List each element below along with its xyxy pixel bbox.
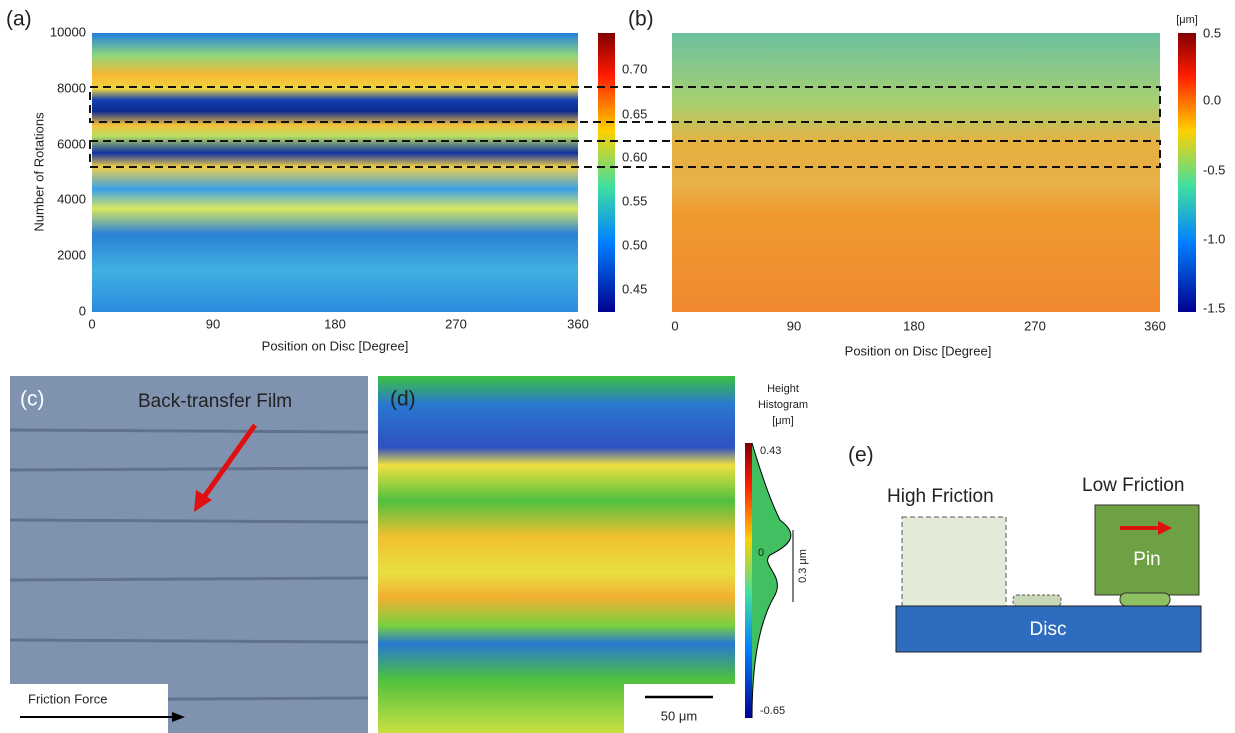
heatmap [92, 33, 578, 312]
colorbar [745, 443, 752, 718]
tick: 6000 [57, 136, 86, 151]
tick: 0.5 [1203, 25, 1221, 40]
panel-label: (b) [628, 8, 654, 31]
label: Disc [1030, 619, 1067, 640]
film-ghost [1012, 594, 1062, 607]
label: Low Friction [1082, 475, 1184, 496]
tick: 0.50 [622, 237, 647, 252]
tick: 0 [79, 303, 86, 318]
tick: -0.5 [1203, 162, 1225, 177]
tick: 90 [206, 316, 220, 331]
tick: 2000 [57, 247, 86, 262]
tick: 0.60 [622, 149, 647, 164]
tick: 360 [567, 316, 589, 331]
tick: -1.5 [1203, 300, 1225, 315]
axis-label: Position on Disc [Degree] [845, 343, 992, 358]
panel-label: (d) [390, 388, 416, 411]
tick: 0.0 [1203, 92, 1221, 107]
x-ticks: 0 90 180 270 360 [88, 316, 588, 331]
tick: 270 [1024, 318, 1046, 333]
range-label: 0.3 μm [797, 549, 809, 583]
colorbar [1178, 33, 1196, 312]
tick: 4000 [57, 191, 86, 206]
tick: 270 [445, 316, 467, 331]
hist-title: Histogram [758, 399, 808, 411]
annotation: Friction Force [28, 691, 107, 706]
panel-label: (a) [6, 8, 32, 31]
tick: 0 [758, 547, 764, 559]
arrowhead [172, 712, 185, 722]
tick: -0.65 [760, 705, 785, 717]
colorbar [598, 33, 615, 312]
x-ticks: 0 90 180 270 360 [671, 318, 1165, 333]
pin-ghost [901, 516, 1007, 607]
arrow [199, 423, 258, 502]
colorbar-ticks: 0.70 0.65 0.60 0.55 0.50 0.45 [622, 61, 647, 296]
arrowhead [1158, 521, 1172, 535]
tick: 0.43 [760, 445, 781, 457]
tick: 0.45 [622, 281, 647, 296]
label: Pin [1133, 549, 1160, 570]
height-map [378, 376, 735, 733]
tick: 0.55 [622, 193, 647, 208]
scale-label: 50 μm [661, 708, 697, 723]
tick: 180 [903, 318, 925, 333]
film [1119, 592, 1171, 607]
panel-label: (e) [848, 444, 874, 467]
y-ticks: 0 2000 4000 6000 8000 10000 [50, 24, 86, 318]
hist-title: Height [767, 383, 799, 395]
dashed-boxes [89, 86, 1161, 168]
pin [1094, 504, 1200, 596]
annotation: Back-transfer Film [138, 391, 292, 412]
disc [895, 605, 1202, 653]
tick: 0.65 [622, 106, 647, 121]
tick: 180 [324, 316, 346, 331]
label-box [10, 684, 168, 733]
colorbar-ticks: 0.5 0.0 -0.5 -1.0 -1.5 [1203, 25, 1225, 315]
axis-label: Position on Disc [Degree] [262, 338, 409, 353]
tick: 360 [1144, 318, 1166, 333]
axis-label: Number of Rotations [31, 112, 46, 232]
hist-title: [μm] [772, 415, 794, 427]
label: High Friction [887, 486, 994, 507]
tick: 10000 [50, 24, 86, 39]
tick: 90 [787, 318, 801, 333]
tick: 0 [88, 316, 95, 331]
tick: 0.70 [622, 61, 647, 76]
micrograph [10, 376, 368, 733]
histogram [751, 442, 792, 719]
panel-label: (c) [20, 388, 45, 411]
label-box [624, 684, 735, 733]
heatmap [672, 33, 1160, 312]
unit: [μm] [1176, 14, 1198, 26]
arrowhead [194, 490, 212, 512]
tick: 0 [671, 318, 678, 333]
tick: -1.0 [1203, 231, 1225, 246]
tick: 8000 [57, 80, 86, 95]
